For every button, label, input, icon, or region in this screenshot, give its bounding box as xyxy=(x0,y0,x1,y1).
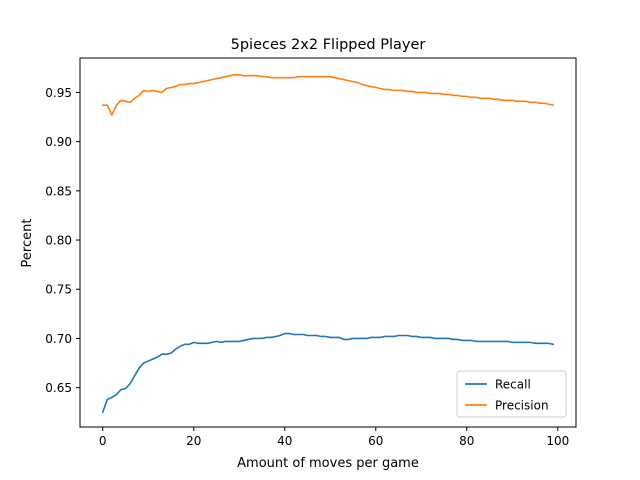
x-axis-label: Amount of moves per game xyxy=(237,456,419,471)
legend-label-precision: Precision xyxy=(495,399,549,413)
legend-label-recall: Recall xyxy=(495,378,531,392)
y-tick-label: 0.80 xyxy=(45,234,72,248)
series-line-recall xyxy=(101,332,555,414)
x-tick-label: 60 xyxy=(368,434,383,448)
x-tick-label: 40 xyxy=(277,434,292,448)
y-tick-label: 0.90 xyxy=(45,135,72,149)
series-lines xyxy=(101,73,555,414)
x-axis: 0 20 40 60 80 100 xyxy=(99,427,569,448)
y-tick-label: 0.70 xyxy=(45,332,72,346)
y-tick-label: 0.85 xyxy=(45,184,72,198)
y-tick-label: 0.75 xyxy=(45,283,72,297)
chart-title: 5pieces 2x2 Flipped Player xyxy=(231,37,426,53)
x-tick-label: 80 xyxy=(459,434,474,448)
legend: Recall Precision xyxy=(456,370,567,418)
y-tick-label: 0.95 xyxy=(45,86,72,100)
x-tick-label: 20 xyxy=(186,434,201,448)
y-axis: 0.65 0.70 0.75 0.80 0.85 0.90 0.95 xyxy=(45,86,80,395)
x-tick-label: 100 xyxy=(546,434,569,448)
y-axis-label: Percent xyxy=(20,219,35,268)
y-tick-label: 0.65 xyxy=(45,381,72,395)
x-tick-label: 0 xyxy=(99,434,107,448)
plot-frame xyxy=(79,57,577,428)
series-line-precision xyxy=(101,73,555,116)
